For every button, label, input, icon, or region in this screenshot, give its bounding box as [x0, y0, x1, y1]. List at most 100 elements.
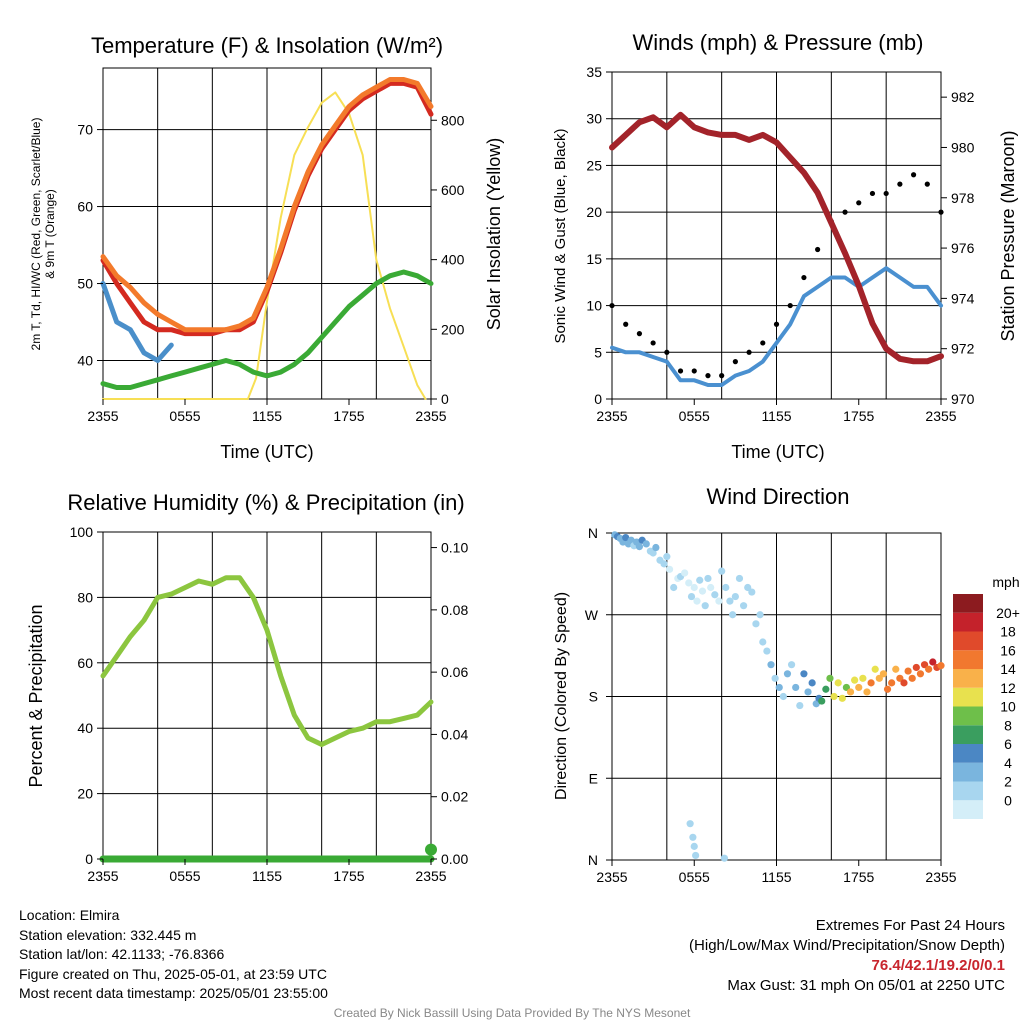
direction-point: [690, 842, 698, 850]
direction-point: [665, 565, 674, 573]
latlon-text: Station lat/lon: 42.1133; -76.8366: [19, 946, 225, 962]
colorbar-swatch: [953, 594, 983, 613]
direction-point: [908, 674, 916, 682]
direction-point: [701, 602, 709, 610]
direction-point: [681, 569, 689, 577]
direction-point: [687, 592, 696, 601]
extremes-info: Extremes For Past 24 Hours (High/Low/Max…: [689, 916, 1005, 996]
gust-point: [856, 200, 862, 206]
direction-point: [756, 611, 764, 619]
direction-point: [851, 676, 859, 684]
colorbar-swatch: [953, 631, 983, 651]
colorbar-label: 2: [1004, 774, 1012, 790]
direction-point: [663, 553, 671, 561]
direction-point: [707, 583, 715, 592]
wind-panel-title: Winds (mph) & Pressure (mb): [633, 30, 924, 55]
direction-point: [863, 688, 871, 696]
rh-y-axis-label: Percent & Precipitation: [26, 604, 46, 787]
direction-point: [855, 683, 863, 692]
wind-y2-tick-label: 976: [951, 240, 975, 256]
dir-y-tick-label: N: [588, 852, 598, 868]
direction-point: [787, 661, 796, 669]
gust-point: [869, 190, 876, 197]
dir-y-axis-label: Direction (Colored By Speed): [553, 592, 570, 800]
direction-point: [729, 611, 737, 619]
direction-point: [775, 683, 783, 692]
precipitation-end-marker: [425, 843, 437, 856]
direction-point: [726, 597, 734, 605]
gust-point: [787, 302, 793, 309]
direction-point: [929, 658, 937, 666]
direction-point: [763, 647, 771, 655]
colorbar-label: 4: [1004, 755, 1012, 771]
temp-x-tick-label: 2355: [415, 408, 446, 424]
gust-point: [705, 373, 711, 379]
dir-y-tick-label: S: [589, 689, 598, 705]
direction-point: [649, 549, 657, 557]
colorbar-label: 20+: [996, 605, 1020, 621]
direction-point: [696, 576, 704, 584]
direction-point: [722, 583, 730, 592]
direction-point: [692, 851, 700, 860]
direction-point: [660, 560, 668, 568]
temp-x-tick-label: 1155: [252, 408, 282, 424]
direction-point: [783, 670, 792, 678]
temp-y-tick-label: 40: [77, 353, 93, 369]
temp-y2-tick-label: 400: [441, 252, 465, 268]
direction-point: [642, 540, 650, 548]
rh-y2-tick-label: 0.06: [441, 664, 468, 680]
wind-y-tick-label: 15: [586, 251, 602, 267]
direction-point: [900, 679, 908, 687]
gust-point: [719, 373, 725, 379]
direction-point: [800, 670, 808, 678]
rh-x-tick-label: 0555: [169, 868, 200, 884]
direction-point: [879, 670, 888, 678]
rh-y-tick-label: 100: [70, 524, 94, 540]
wind-x-tick-label: 2355: [925, 408, 956, 424]
relative-humidity-line: [100, 575, 434, 747]
gust-point: [815, 246, 821, 253]
direction-point: [822, 685, 830, 693]
dir-x-tick-label: 2355: [596, 869, 627, 885]
wind-y-axis-label: Sonic Wind & Gust (Blue, Black): [552, 128, 569, 343]
colorbar-label: 6: [1004, 736, 1012, 752]
rh-y2-tick-label: 0.04: [441, 726, 468, 742]
colorbar-swatch: [953, 800, 983, 819]
direction-point: [916, 670, 925, 678]
direction-point: [731, 592, 739, 601]
max-gust-text: Max Gust: 31 mph On 05/01 at 2250 UTC: [727, 977, 1005, 994]
temp-y-tick-label: 60: [77, 199, 93, 215]
colorbar-label: 18: [1000, 624, 1016, 640]
temp-y2-tick-label: 800: [441, 112, 465, 128]
colorbar-label: 16: [1000, 642, 1016, 658]
colorbar-swatch: [953, 744, 983, 763]
temp-y-tick-label: 50: [77, 276, 93, 292]
temp-x-tick-label: 0555: [169, 408, 200, 424]
temp-panel-title: Temperature (F) & Insolation (W/m²): [91, 33, 443, 58]
credit-text: Created By Nick Bassill Using Data Provi…: [333, 1006, 691, 1020]
direction-point: [652, 543, 660, 552]
solar-insolation-line: [102, 91, 427, 400]
direction-point: [635, 543, 644, 551]
temp-y-axis-label: 2m T, Td, HI/WC (Red, Green, Scarlet/Blu…: [29, 118, 43, 351]
direction-point: [627, 536, 635, 544]
rh-x-tick-label: 2355: [415, 868, 446, 884]
colorbar-title: mph: [992, 574, 1019, 590]
colorbar-swatch: [953, 781, 983, 801]
direction-point: [888, 679, 896, 687]
wind-y-tick-label: 35: [586, 64, 602, 80]
direction-point: [925, 665, 933, 673]
colorbar-label: 8: [1004, 717, 1012, 733]
wind-y2-axis-label: Station Pressure (Maroon): [998, 130, 1018, 341]
direction-point: [812, 700, 820, 708]
rh-y2-tick-label: 0.08: [441, 602, 468, 618]
direction-point: [689, 833, 697, 841]
td-line: [100, 269, 434, 390]
extremes-values: 76.4/42.1/19.2/0/0.1: [871, 957, 1005, 974]
location-text: Location: Elmira: [19, 907, 120, 923]
recent-text: Most recent data timestamp: 2025/05/01 2…: [19, 985, 328, 1001]
wind-y2-tick-label: 972: [951, 341, 975, 357]
colorbar-label: 12: [1000, 680, 1016, 696]
direction-point: [670, 583, 678, 592]
